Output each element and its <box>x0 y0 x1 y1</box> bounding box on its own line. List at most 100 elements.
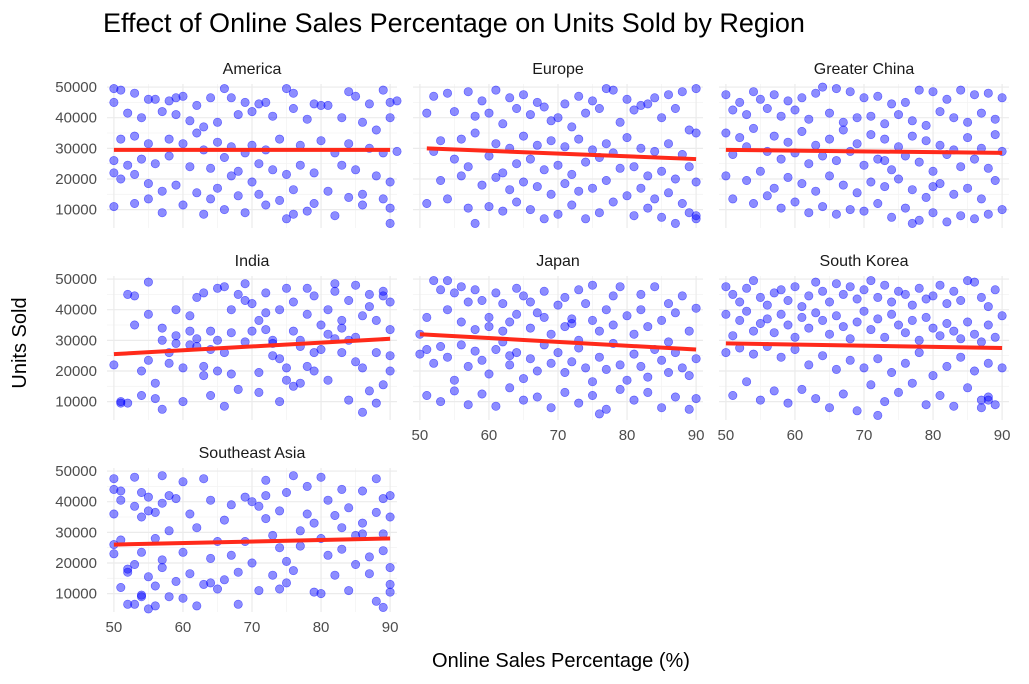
data-point <box>178 200 188 210</box>
data-point <box>928 166 938 176</box>
trend-line-japan <box>419 332 697 352</box>
data-point <box>762 191 772 201</box>
data-point <box>442 88 452 98</box>
data-point <box>532 366 542 376</box>
data-point <box>942 217 952 227</box>
data-point <box>463 297 473 307</box>
data-point <box>123 599 133 609</box>
data-point <box>721 348 731 358</box>
data-point <box>219 205 229 215</box>
data-point <box>622 191 632 201</box>
data-point <box>357 189 367 199</box>
data-point <box>219 401 229 411</box>
y-tick-label: 50000 <box>55 271 97 288</box>
data-point <box>914 215 924 225</box>
data-point <box>935 390 945 400</box>
data-point <box>199 209 209 219</box>
data-point <box>316 136 326 146</box>
data-point <box>969 90 979 100</box>
data-point <box>288 209 298 219</box>
panel-title-japan: Japan <box>536 253 580 270</box>
data-point <box>233 384 243 394</box>
data-point <box>949 113 959 123</box>
data-point <box>261 288 271 298</box>
data-point <box>811 308 821 318</box>
data-point <box>357 518 367 528</box>
y-tick-label: 50000 <box>55 463 97 480</box>
data-point <box>845 334 855 344</box>
data-point <box>385 579 395 589</box>
data-point <box>477 355 487 365</box>
data-point <box>956 162 966 172</box>
data-point <box>130 599 140 609</box>
panel-title-india: India <box>235 253 270 270</box>
data-point <box>574 285 584 295</box>
data-point <box>663 337 673 347</box>
data-point <box>893 110 903 120</box>
data-point <box>574 398 584 408</box>
data-point <box>364 569 374 579</box>
data-point <box>838 322 848 332</box>
data-point <box>316 589 326 599</box>
data-point <box>178 593 188 603</box>
data-point <box>498 119 508 129</box>
data-point <box>357 200 367 210</box>
data-point <box>261 325 271 335</box>
data-point <box>622 375 632 385</box>
data-point <box>378 194 388 204</box>
data-point <box>436 285 446 295</box>
data-point <box>831 279 841 289</box>
data-point <box>164 592 174 602</box>
data-point <box>560 367 570 377</box>
data-point <box>123 398 133 408</box>
data-point <box>505 317 515 327</box>
data-point <box>150 507 160 517</box>
data-point <box>615 360 625 370</box>
data-point <box>921 120 931 130</box>
data-point <box>295 160 305 170</box>
data-point <box>942 299 952 309</box>
data-point <box>351 559 361 569</box>
data-point <box>581 363 591 373</box>
data-point <box>728 331 738 341</box>
data-point <box>344 395 354 405</box>
data-point <box>845 87 855 97</box>
data-point <box>581 214 591 224</box>
data-point <box>137 487 147 497</box>
data-point <box>663 367 673 377</box>
data-point <box>275 543 285 553</box>
data-point <box>309 168 319 178</box>
data-point <box>171 93 181 103</box>
data-point <box>838 180 848 190</box>
data-point <box>824 403 834 413</box>
data-point <box>491 401 501 411</box>
x-tick-label: 70 <box>244 619 261 636</box>
data-point <box>983 302 993 312</box>
data-point <box>818 202 828 212</box>
data-point <box>845 282 855 292</box>
y-tick-label: 10000 <box>55 202 97 219</box>
data-point <box>748 199 758 209</box>
data-point <box>302 206 312 216</box>
data-point <box>233 166 243 176</box>
data-point <box>769 90 779 100</box>
y-tick-label: 30000 <box>55 140 97 157</box>
points-southeast-asia <box>109 471 395 614</box>
data-point <box>199 361 209 371</box>
data-point <box>852 317 862 327</box>
data-point <box>109 509 119 519</box>
data-point <box>226 500 236 510</box>
data-point <box>385 325 395 335</box>
data-point <box>295 378 305 388</box>
data-point <box>219 282 229 292</box>
data-point <box>275 354 285 364</box>
data-point <box>594 409 604 419</box>
data-point <box>852 113 862 123</box>
panel-title-southeast-asia: Southeast Asia <box>199 445 306 462</box>
data-point <box>804 208 814 218</box>
data-point <box>206 390 216 400</box>
data-point <box>470 218 480 228</box>
data-point <box>337 523 347 533</box>
data-point <box>790 282 800 292</box>
data-point <box>783 137 793 147</box>
